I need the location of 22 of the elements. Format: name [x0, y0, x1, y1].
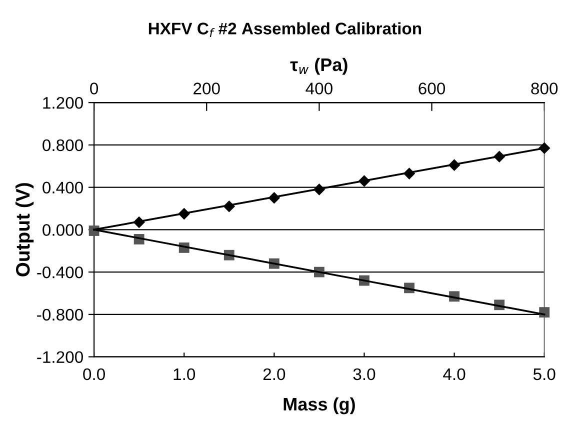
y-axis-title: Output (V)	[15, 183, 34, 276]
x-tick-label: 3.0	[353, 368, 376, 380]
x2-tick-label: 600	[418, 82, 446, 94]
x2-axis-title: τ$_{w}$ (Pa)	[290, 58, 348, 75]
x-tick-label: 0.0	[83, 368, 105, 380]
x2-tick-label: 200	[194, 82, 220, 94]
y-tick-label: 0.400	[42, 182, 83, 194]
x2-tick-label: 0	[90, 82, 98, 94]
y-tick-label: 0.800	[42, 139, 83, 152]
x-tick-label: 5.0	[533, 368, 556, 380]
x-tick-label: 1.0	[174, 368, 196, 380]
x-axis-title: Mass (g)	[284, 397, 355, 414]
y-tick-label: 1.200	[43, 96, 83, 109]
y-tick-label: -1.200	[37, 351, 83, 364]
x2-tick-label: 400	[306, 82, 332, 94]
y-tick-label: -0.800	[37, 308, 83, 321]
chart-title: HXFV C$_{f}$ #2 Assembled Calibration	[148, 22, 422, 38]
x-tick-label: 2.0	[263, 368, 286, 380]
x2-tick-label: 800	[531, 82, 558, 94]
y-tick-label: -0.400	[37, 266, 83, 278]
x-tick-label: 4.0	[443, 368, 466, 380]
y-tick-label: 0.000	[42, 224, 83, 236]
